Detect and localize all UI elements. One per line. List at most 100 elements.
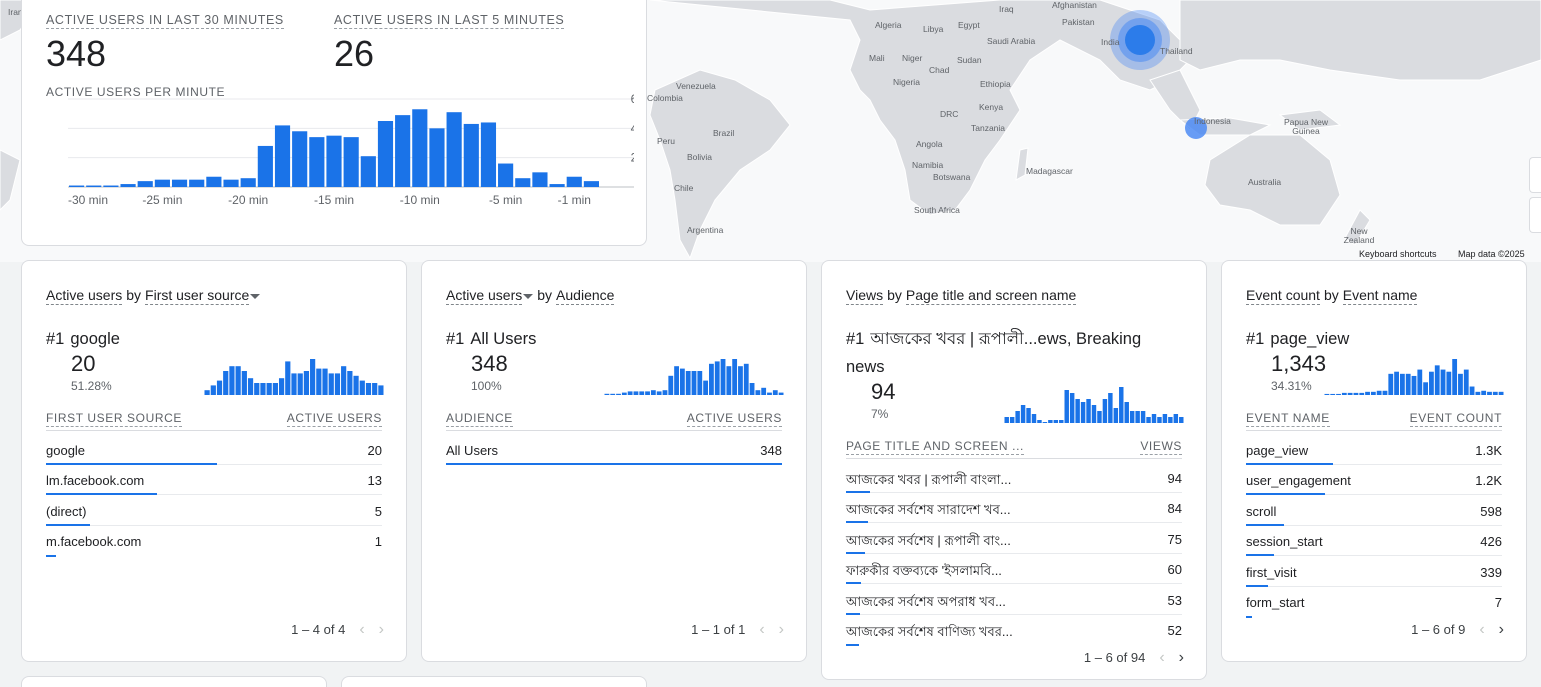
card-title[interactable]: Event count by Event name: [1246, 287, 1418, 305]
column-header-dimension[interactable]: AUDIENCE: [446, 411, 513, 427]
dimension-selector[interactable]: Event name: [1342, 287, 1418, 305]
minute-bar[interactable]: [137, 181, 153, 187]
metric-selector[interactable]: Views: [846, 287, 884, 305]
minute-bar[interactable]: [583, 181, 599, 187]
chevron-right-icon[interactable]: ›: [778, 621, 784, 638]
row-value: 1: [374, 534, 382, 550]
table-row[interactable]: lm.facebook.com 13: [46, 465, 382, 496]
map-label-angola: Angola: [916, 139, 943, 149]
map-side-control-2[interactable]: [1529, 197, 1541, 233]
chevron-left-icon[interactable]: ‹: [359, 621, 365, 638]
table-row[interactable]: scroll 598: [1246, 496, 1502, 526]
sparkline-bar: [1417, 369, 1423, 395]
chevron-right-icon[interactable]: ›: [1498, 621, 1504, 638]
table-row[interactable]: form_start 7: [1246, 587, 1502, 618]
top-rank: #1: [446, 330, 465, 348]
minute-bar[interactable]: [154, 179, 170, 187]
card-title[interactable]: Views by Page title and screen name: [846, 287, 1077, 305]
minute-bar[interactable]: [463, 123, 479, 187]
keyboard-shortcuts-link[interactable]: Keyboard shortcuts: [1359, 249, 1437, 259]
minute-bar[interactable]: [274, 125, 291, 187]
sparkline-bar: [1446, 371, 1452, 395]
minute-bar[interactable]: [223, 179, 239, 187]
table-row[interactable]: user_engagement 1.2K: [1246, 465, 1502, 496]
sparkline-bar: [1119, 387, 1124, 423]
chevron-down-icon[interactable]: [523, 293, 534, 299]
minute-bar[interactable]: [69, 185, 85, 187]
table-row[interactable]: m.facebook.com 1: [46, 526, 382, 558]
minute-bar[interactable]: [343, 137, 359, 187]
chevron-down-icon[interactable]: [250, 293, 261, 299]
minute-bar[interactable]: [189, 179, 205, 187]
metric-selector[interactable]: Event count: [1246, 287, 1320, 305]
sparkline-bar: [1405, 373, 1411, 395]
table-row[interactable]: first_visit 339: [1246, 557, 1502, 587]
chevron-right-icon[interactable]: ›: [1178, 649, 1184, 666]
map-side-control[interactable]: [1529, 157, 1541, 193]
chevron-left-icon[interactable]: ‹: [759, 621, 765, 638]
minute-bar[interactable]: [549, 184, 565, 187]
minute-bar[interactable]: [395, 115, 411, 187]
chevron-left-icon[interactable]: ‹: [1159, 649, 1165, 666]
map-label-nigeria: Nigeria: [893, 77, 920, 87]
minute-bar[interactable]: [240, 178, 256, 187]
card-title[interactable]: Active users by Audience: [446, 287, 615, 305]
minute-bar[interactable]: [103, 185, 119, 187]
column-header-metric[interactable]: ACTIVE USERS: [686, 411, 782, 427]
table-row[interactable]: আজকের সর্বশেষ সারাদেশ খব... 84: [846, 493, 1182, 524]
minute-bar[interactable]: [120, 184, 136, 187]
sparkline-chart[interactable]: [204, 357, 384, 395]
column-header-metric[interactable]: EVENT COUNT: [1409, 411, 1502, 427]
minute-bar[interactable]: [429, 128, 445, 187]
sparkline-bar: [241, 371, 247, 395]
column-header-dimension[interactable]: PAGE TITLE AND SCREEN ...: [846, 439, 1024, 455]
table-row[interactable]: ফারুকীর বক্তব্যকে 'ইসলামবি... 60: [846, 554, 1182, 585]
metric-selector[interactable]: Active users: [46, 287, 123, 305]
minute-bar[interactable]: [377, 121, 394, 187]
minute-bar[interactable]: [412, 109, 428, 187]
column-header-dimension[interactable]: FIRST USER SOURCE: [46, 411, 182, 427]
column-header-metric[interactable]: VIEWS: [1140, 439, 1182, 455]
minute-bar[interactable]: [206, 176, 222, 187]
table-row[interactable]: (direct) 5: [46, 496, 382, 526]
table-row[interactable]: আজকের খবর | রূপালী বাংলা... 94: [846, 463, 1182, 493]
realtime-overview-card: ACTIVE USERS IN LAST 30 MINUTES 348 ACTI…: [21, 0, 647, 246]
minute-bar[interactable]: [326, 135, 342, 187]
sparkline-bar: [1113, 408, 1119, 423]
minute-bar[interactable]: [171, 179, 188, 187]
dimension-selector[interactable]: Page title and screen name: [905, 287, 1077, 305]
minute-bar[interactable]: [446, 112, 462, 187]
chevron-right-icon[interactable]: ›: [378, 621, 384, 638]
metric-selector[interactable]: Active users: [446, 287, 523, 305]
card-title[interactable]: Active users by First user source: [46, 287, 261, 305]
minute-bar[interactable]: [515, 178, 531, 187]
table-row[interactable]: google 20: [46, 435, 382, 465]
column-header-metric[interactable]: ACTIVE USERS: [286, 411, 382, 427]
minute-bar[interactable]: [309, 137, 325, 187]
column-header-dimension[interactable]: EVENT NAME: [1246, 411, 1330, 427]
minute-bar[interactable]: [257, 145, 273, 187]
dimension-selector[interactable]: Audience: [556, 287, 615, 305]
minute-bar[interactable]: [360, 156, 376, 187]
table-row[interactable]: আজকের সর্বশেষ | রূপালী বাং... 75: [846, 524, 1182, 554]
minute-bar[interactable]: [480, 122, 497, 187]
sparkline-bar: [260, 383, 266, 395]
sparkline-chart[interactable]: [1324, 357, 1504, 395]
active-users-per-minute-chart[interactable]: 20 40 60 -30 min -25 min -20 min -15 min -10 mi…: [44, 91, 634, 221]
minute-bar[interactable]: [86, 185, 102, 187]
sparkline-chart[interactable]: [604, 357, 784, 395]
minute-bar[interactable]: [498, 163, 514, 187]
table-row[interactable]: page_view 1.3K: [1246, 435, 1502, 465]
table-row[interactable]: আজকের সর্বশেষ বাণিজ্য খবর... 52: [846, 615, 1182, 646]
dimension-selector[interactable]: First user source: [145, 287, 250, 305]
minute-bar[interactable]: [566, 176, 582, 187]
minute-bar[interactable]: [532, 172, 548, 187]
table-row[interactable]: session_start 426: [1246, 526, 1502, 557]
x-tick-label: -1 min: [558, 193, 591, 207]
sparkline-chart[interactable]: [1004, 385, 1184, 423]
table-row[interactable]: আজকের সর্বশেষ অপরাধ খব... 53: [846, 585, 1182, 615]
table-row[interactable]: All Users 348: [446, 435, 782, 465]
chevron-left-icon[interactable]: ‹: [1479, 621, 1485, 638]
minute-bar[interactable]: [292, 131, 308, 187]
sparkline-bar: [247, 378, 254, 395]
